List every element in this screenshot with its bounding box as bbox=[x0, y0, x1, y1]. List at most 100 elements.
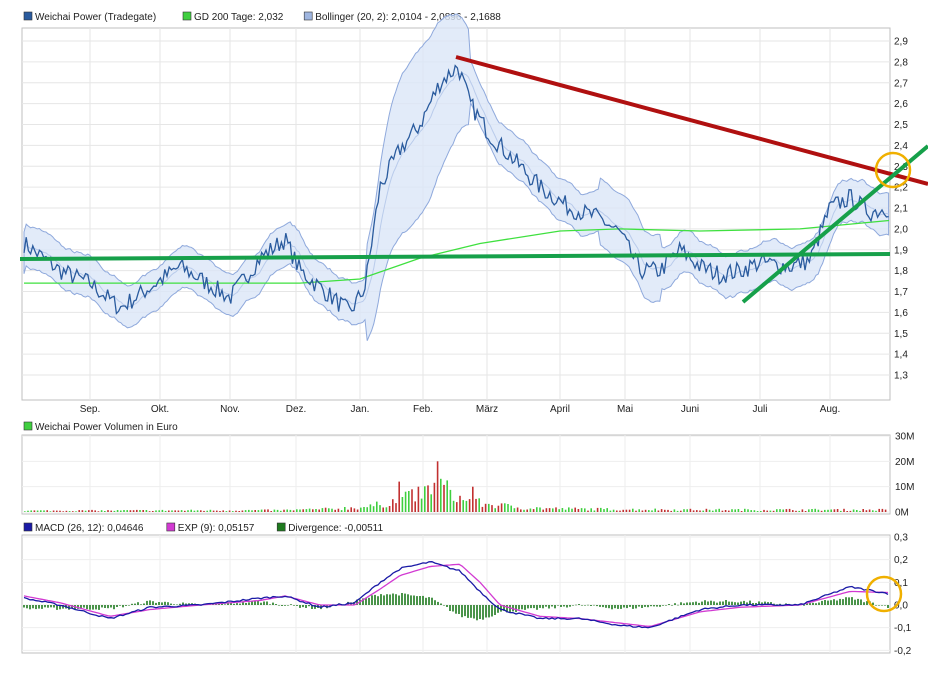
volume-bar bbox=[728, 510, 730, 512]
divergence-bar bbox=[827, 600, 829, 605]
divergence-bar bbox=[356, 599, 358, 605]
divergence-bar bbox=[698, 602, 700, 605]
divergence-bar bbox=[305, 605, 307, 608]
volume-bar bbox=[196, 510, 199, 512]
volume-bar bbox=[126, 510, 128, 512]
divergence-bar bbox=[236, 603, 238, 605]
volume-bar bbox=[500, 503, 503, 512]
volume-bar bbox=[753, 510, 756, 512]
volume-bar bbox=[756, 511, 759, 512]
volume-bar bbox=[830, 509, 832, 512]
divergence-bar bbox=[281, 605, 283, 606]
volume-bar bbox=[785, 509, 788, 512]
divergence-bar bbox=[521, 605, 523, 610]
divergence-bar bbox=[608, 605, 610, 609]
divergence-bar bbox=[146, 600, 148, 605]
divergence-bar bbox=[548, 605, 550, 609]
divergence-bar bbox=[221, 603, 223, 605]
volume-bar bbox=[692, 510, 695, 512]
divergence-bar bbox=[455, 605, 457, 614]
panel-frame-2 bbox=[21, 534, 891, 654]
volume-bar bbox=[644, 509, 647, 512]
volume-bar bbox=[164, 510, 167, 512]
volume-bar bbox=[136, 509, 138, 512]
divergence-bar bbox=[407, 594, 409, 605]
divergence-bar bbox=[707, 601, 709, 605]
volume-bar bbox=[513, 508, 516, 512]
volume-bar bbox=[36, 510, 39, 512]
volume-bar bbox=[62, 511, 64, 512]
volume-bar bbox=[113, 510, 116, 512]
volume-bar bbox=[564, 509, 567, 512]
divergence-bar bbox=[524, 605, 526, 610]
volume-bar bbox=[56, 510, 58, 512]
volume-bar bbox=[158, 510, 160, 512]
volume-bar bbox=[52, 510, 55, 512]
volume-bar bbox=[872, 510, 874, 512]
volume-bar bbox=[856, 510, 858, 512]
divergence-bar bbox=[887, 605, 889, 608]
divergence-bar bbox=[647, 605, 649, 608]
divergence-bar bbox=[248, 602, 250, 605]
volume-bar bbox=[878, 508, 880, 512]
legend-swatch bbox=[276, 522, 286, 532]
volume-bar bbox=[33, 510, 36, 512]
volume-bar bbox=[632, 508, 634, 512]
volume-bar bbox=[318, 509, 320, 512]
volume-bar bbox=[94, 510, 96, 512]
divergence-bar bbox=[416, 596, 418, 605]
divergence-bar bbox=[809, 603, 811, 605]
divergence-bar bbox=[362, 598, 364, 605]
volume-bar bbox=[641, 510, 644, 512]
divergence-bar bbox=[233, 603, 235, 605]
divergence-bar bbox=[71, 605, 73, 609]
divergence-bar bbox=[503, 605, 505, 611]
volume-bar bbox=[814, 508, 816, 512]
volume-bar bbox=[523, 509, 525, 512]
x-tick-label: Dez. bbox=[286, 404, 307, 415]
divergence-bar bbox=[620, 605, 622, 609]
volume-bar bbox=[680, 510, 682, 512]
volume-bar bbox=[494, 508, 496, 512]
divergence-bar bbox=[41, 605, 43, 609]
volume-bar bbox=[648, 510, 650, 512]
divergence-bar bbox=[86, 605, 88, 610]
divergence-bar bbox=[227, 602, 229, 605]
y-tick-label: 30M bbox=[895, 432, 914, 443]
divergence-bar bbox=[140, 604, 142, 605]
volume-bar bbox=[24, 511, 26, 512]
divergence-bar bbox=[860, 599, 862, 605]
volume-bar bbox=[321, 508, 324, 512]
divergence-bar bbox=[515, 605, 517, 613]
volume-bar bbox=[539, 507, 541, 512]
volume-bar bbox=[46, 510, 48, 512]
divergence-bar bbox=[683, 603, 685, 605]
volume-bar bbox=[225, 511, 228, 512]
highlight-circle-macd bbox=[865, 575, 903, 613]
divergence-bar bbox=[119, 605, 121, 606]
divergence-bar bbox=[533, 605, 535, 609]
divergence-bar bbox=[611, 605, 613, 610]
y-tick-label: 2,1 bbox=[894, 204, 908, 215]
divergence-bar bbox=[878, 605, 880, 606]
divergence-bar bbox=[470, 605, 472, 618]
divergence-bar bbox=[122, 605, 124, 608]
volume-bar bbox=[366, 507, 368, 512]
volume-bar bbox=[673, 509, 676, 512]
divergence-bar bbox=[881, 605, 883, 606]
divergence-bar bbox=[578, 604, 580, 605]
divergence-bar bbox=[623, 605, 625, 608]
legend-label: Divergence: -0,00511 bbox=[288, 523, 383, 534]
volume-bar bbox=[875, 510, 877, 512]
divergence-bar bbox=[725, 600, 727, 605]
divergence-bar bbox=[158, 602, 160, 605]
divergence-bar bbox=[587, 604, 589, 606]
volume-bar bbox=[478, 498, 480, 512]
volume-bar bbox=[443, 484, 445, 512]
divergence-bar bbox=[398, 595, 400, 605]
volume-bar bbox=[27, 510, 29, 512]
divergence-bar bbox=[263, 601, 265, 605]
y-tick-label: 2,5 bbox=[894, 120, 908, 131]
volume-bar bbox=[587, 510, 589, 512]
volume-bar bbox=[628, 509, 631, 512]
